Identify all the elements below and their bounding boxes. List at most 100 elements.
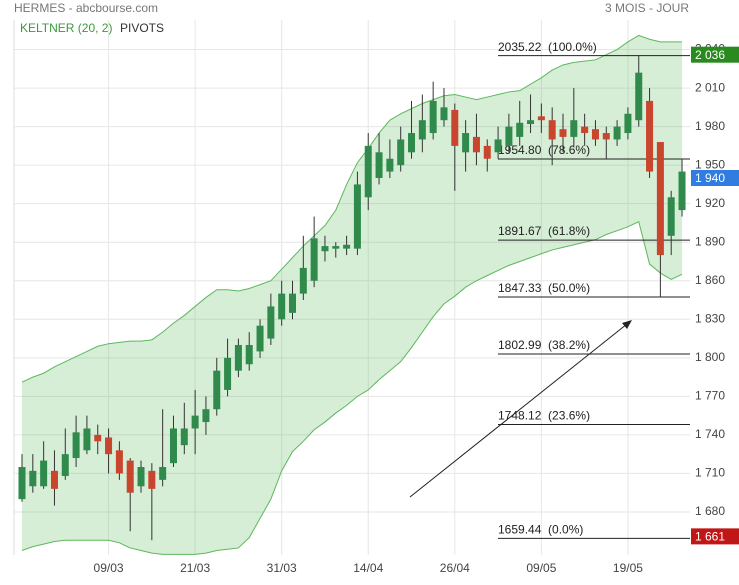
candle-body (613, 126, 621, 140)
candle-body (624, 113, 632, 134)
fib-label: 1847.33 (50.0%) (498, 281, 590, 295)
band-area (22, 35, 683, 555)
candle-body (451, 109, 459, 146)
candle-body (256, 325, 264, 352)
y-tick-label: 2 010 (695, 80, 725, 94)
candle-body (570, 120, 578, 137)
y-tick-label: 1 680 (695, 504, 725, 518)
candle-body (375, 152, 383, 178)
fib-label: 1954.80 (78.6%) (498, 143, 590, 157)
candle-body (83, 428, 91, 451)
candle-body (180, 428, 188, 446)
y-tick-label: 1 980 (695, 119, 725, 133)
arrow-head (622, 320, 632, 329)
x-tick-label: 19/05 (613, 561, 643, 575)
candle-body (429, 100, 437, 134)
y-tick-label: 1 710 (695, 466, 725, 480)
candle-body (50, 470, 58, 489)
candle-body (267, 306, 275, 339)
candle-body (505, 126, 513, 146)
x-tick-label: 21/03 (180, 561, 210, 575)
candle-body (364, 145, 372, 198)
candle-body (299, 267, 307, 294)
candle-body (386, 158, 394, 172)
indicator-label: KELTNER (20, 2) (20, 21, 112, 35)
candle-body (40, 460, 48, 487)
candle-body (278, 293, 286, 320)
candle-body (72, 432, 80, 459)
fib-label: 1748.12 (23.6%) (498, 409, 590, 423)
y-tick-label: 1 770 (695, 389, 725, 403)
chart-subtitle: 3 MOIS - JOUR (605, 1, 689, 15)
price-marker (691, 169, 739, 186)
fib-label: 1891.67 (61.8%) (498, 224, 590, 238)
x-tick-label: 14/04 (353, 561, 383, 575)
price-marker (691, 46, 739, 63)
x-tick-label: 09/05 (526, 561, 556, 575)
candle-body (548, 120, 556, 140)
y-tick-label: 1 890 (695, 234, 725, 248)
trend-arrow (409, 323, 628, 498)
band-line (21, 34, 683, 383)
candle-body (115, 450, 123, 474)
candle-body (678, 171, 686, 211)
candles (18, 55, 686, 541)
candle-body (656, 142, 664, 256)
y-tick-label: 1 740 (695, 427, 725, 441)
candle-body (527, 120, 535, 125)
candle-body (61, 454, 69, 477)
candle-body (289, 293, 296, 313)
candle-body (667, 197, 675, 236)
candle-body (559, 129, 567, 137)
x-tick-label: 09/03 (94, 561, 124, 575)
candle-body (245, 344, 253, 365)
candle-body (18, 467, 26, 500)
candle-body (191, 415, 199, 429)
y-tick-label: 1 950 (695, 157, 725, 171)
candle-body (137, 467, 145, 487)
candle-body (148, 470, 156, 489)
candle-body (126, 460, 134, 493)
candle-body (105, 437, 113, 455)
x-tick-label: 31/03 (267, 561, 297, 575)
x-tick-label: 26/04 (440, 561, 470, 575)
candle-body (29, 470, 37, 487)
candle-body (169, 428, 177, 464)
candle-body (581, 126, 589, 134)
y-tick-label: 1 860 (695, 273, 725, 287)
candle-body (94, 434, 102, 442)
y-axis: 1 680 1 710 1 740 1 770 1 800 1 830 1 860 1 890… (13, 20, 739, 575)
candle-body (440, 107, 448, 121)
candle-body (332, 246, 340, 249)
keltner-band (21, 34, 683, 555)
candle-body (310, 238, 318, 281)
y-tick-label: 1 830 (695, 311, 725, 325)
y-tick-label: 1 920 (695, 196, 725, 210)
candle-body (418, 120, 426, 140)
candle-body (635, 72, 643, 121)
candle-body (472, 136, 480, 153)
candle-body (202, 409, 210, 423)
candle-body (353, 184, 361, 249)
fibonacci: 2035.22 (100.0%) 1954.80 (78.6%) 1891.67 (… (498, 40, 690, 539)
candle-body (483, 145, 491, 159)
fib-label: 1659.44 (0.0%) (498, 523, 583, 537)
candle-body (213, 370, 221, 410)
price-marker (691, 528, 739, 545)
fib-label: 1802.99 (38.2%) (498, 338, 590, 352)
candle-body (397, 139, 405, 166)
candle-body (234, 344, 242, 371)
candle-body (646, 100, 654, 172)
price-marker-label: 1 661 (695, 530, 725, 544)
candle-body (321, 246, 329, 252)
price-marker-label: 2 036 (695, 48, 725, 62)
candle-body (343, 244, 351, 249)
candle-body (408, 133, 416, 153)
candle-body (159, 467, 167, 480)
candle-body (224, 357, 232, 390)
candle-body (494, 139, 502, 153)
indicator-label: PIVOTS (120, 21, 164, 35)
candle-body (537, 116, 545, 121)
price-marker-label: 1 940 (695, 171, 725, 185)
